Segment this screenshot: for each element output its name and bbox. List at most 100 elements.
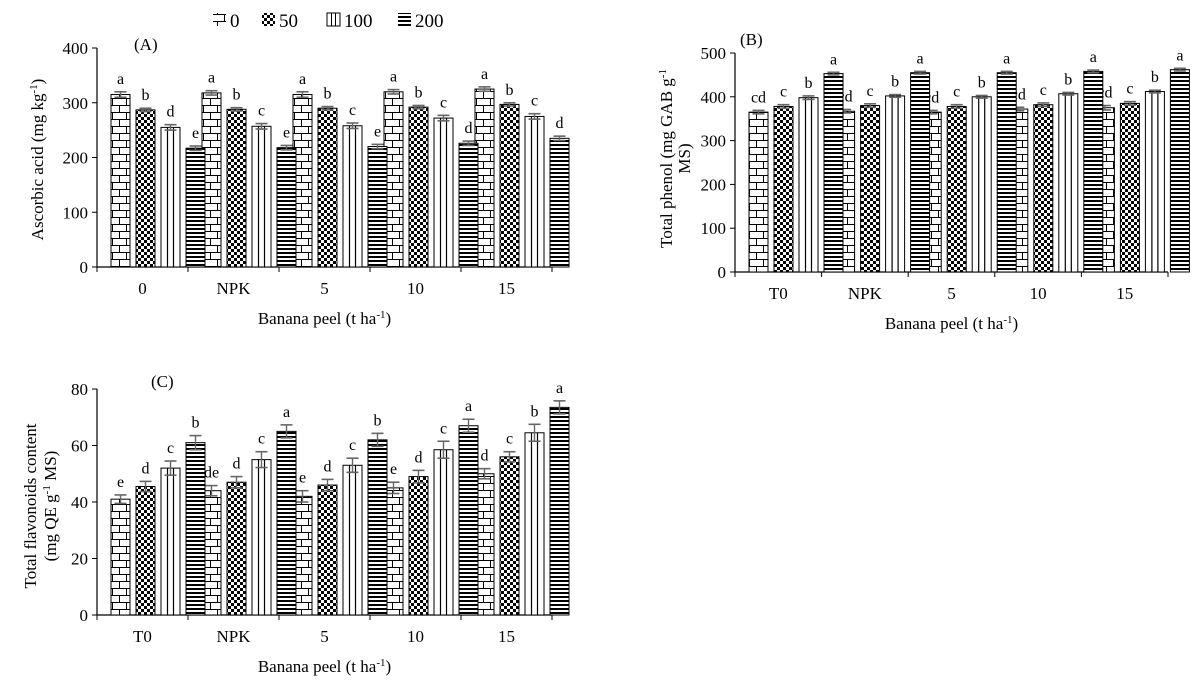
bar — [433, 449, 454, 616]
significance-letter: b — [192, 415, 200, 432]
y-tick-label: 80 — [71, 380, 88, 399]
bar-T0-50: d — [135, 460, 156, 616]
x-tick-label: NPK — [216, 279, 251, 298]
bar — [408, 106, 429, 268]
bar — [1083, 70, 1104, 273]
significance-letter: a — [556, 380, 563, 397]
significance-letter: d — [167, 104, 175, 121]
significance-letter: d — [556, 115, 564, 132]
bar-15-100: b — [1144, 69, 1165, 273]
y-tick-label: 100 — [701, 219, 727, 238]
significance-letter: d — [142, 460, 150, 477]
bar — [226, 108, 247, 268]
bar — [996, 72, 1017, 273]
significance-letter: c — [440, 94, 447, 111]
bar-10-200: a — [1083, 49, 1104, 273]
significance-letter: a — [390, 69, 397, 86]
significance-letter: c — [531, 93, 538, 110]
bar-5-100: c — [342, 437, 363, 616]
significance-letter: b — [978, 74, 986, 91]
significance-letter: c — [349, 102, 356, 119]
bar-5-0: e — [292, 470, 313, 616]
bar-10-50: c — [1033, 82, 1054, 273]
significance-letter: e — [299, 470, 306, 487]
significance-letter: c — [258, 431, 265, 448]
y-tick-label: 60 — [71, 437, 88, 456]
legend-swatch — [398, 13, 411, 26]
bar — [524, 432, 545, 616]
bar-15-50: c — [499, 431, 520, 616]
panel-label: (A) — [134, 35, 158, 54]
bar-T0-100: b — [798, 75, 819, 273]
bar — [1033, 104, 1054, 273]
bar-15-0: d — [474, 448, 495, 616]
bar — [160, 467, 181, 616]
x-tick-label: NPK — [216, 627, 251, 646]
bar-T0-0: e — [110, 474, 131, 616]
x-tick-label: 5 — [320, 627, 329, 646]
significance-letter: d — [465, 120, 473, 137]
significance-letter: b — [374, 412, 382, 429]
bar-10-50: d — [408, 449, 429, 616]
x-tick-label: NPK — [848, 284, 883, 303]
legend-swatch — [326, 12, 341, 27]
bar-5-100: c — [342, 102, 363, 268]
bar-15-200: a — [549, 380, 570, 616]
bar — [549, 137, 570, 268]
bar-0-50: b — [135, 87, 156, 268]
bar — [860, 105, 881, 273]
x-tick-label: 0 — [138, 279, 147, 298]
bar — [1119, 102, 1140, 273]
legend-label: 100 — [344, 11, 373, 32]
bar — [433, 117, 454, 268]
bar — [910, 72, 931, 273]
y-axis-title-line2: (mg QE g-1 MS) — [41, 451, 60, 562]
legend-swatch — [213, 13, 226, 26]
bar — [160, 126, 181, 268]
bar — [135, 485, 156, 616]
panel-label: (B) — [740, 30, 763, 49]
significance-letter: b — [805, 75, 813, 92]
bar-15-100: b — [524, 403, 545, 616]
bar-10-100: b — [1058, 71, 1079, 273]
y-tick-label: 200 — [63, 149, 89, 168]
x-tick-label: T0 — [769, 284, 788, 303]
y-tick-label: 0 — [80, 258, 89, 277]
bar-0-0: a — [110, 71, 131, 268]
legend-label: 0 — [230, 11, 240, 32]
y-tick-label: 400 — [701, 88, 727, 107]
bar — [276, 430, 297, 616]
bar-15-100: c — [524, 93, 545, 268]
significance-letter: cd — [751, 89, 766, 106]
panel-label: (C) — [151, 372, 174, 391]
significance-letter: b — [1064, 71, 1072, 88]
bar-NPK-100: c — [251, 103, 272, 268]
bar-T0-200: a — [823, 51, 844, 273]
significance-letter: a — [465, 398, 472, 415]
significance-letter: c — [167, 440, 174, 457]
bar-NPK-0: de — [201, 465, 222, 616]
x-tick-label: 15 — [1116, 284, 1133, 303]
significance-letter: c — [258, 103, 265, 120]
bar — [251, 125, 272, 268]
bar — [342, 125, 363, 268]
significance-letter: c — [440, 420, 447, 437]
significance-letter: c — [1040, 82, 1047, 99]
x-axis-title: Banana peel (t ha-1) — [258, 657, 391, 676]
bar-10-100: c — [433, 94, 454, 268]
bar — [251, 459, 272, 616]
significance-letter: de — [204, 465, 219, 482]
x-tick-label: 5 — [947, 284, 956, 303]
significance-letter: a — [917, 50, 924, 67]
significance-letter: c — [953, 84, 960, 101]
significance-letter: a — [117, 71, 124, 88]
bar-10-50: b — [408, 84, 429, 268]
bar — [367, 146, 388, 268]
bar — [946, 105, 967, 273]
y-tick-label: 40 — [71, 493, 88, 512]
significance-letter: a — [1176, 47, 1183, 64]
bar-T0-100: c — [160, 440, 181, 616]
significance-letter: e — [192, 125, 199, 142]
